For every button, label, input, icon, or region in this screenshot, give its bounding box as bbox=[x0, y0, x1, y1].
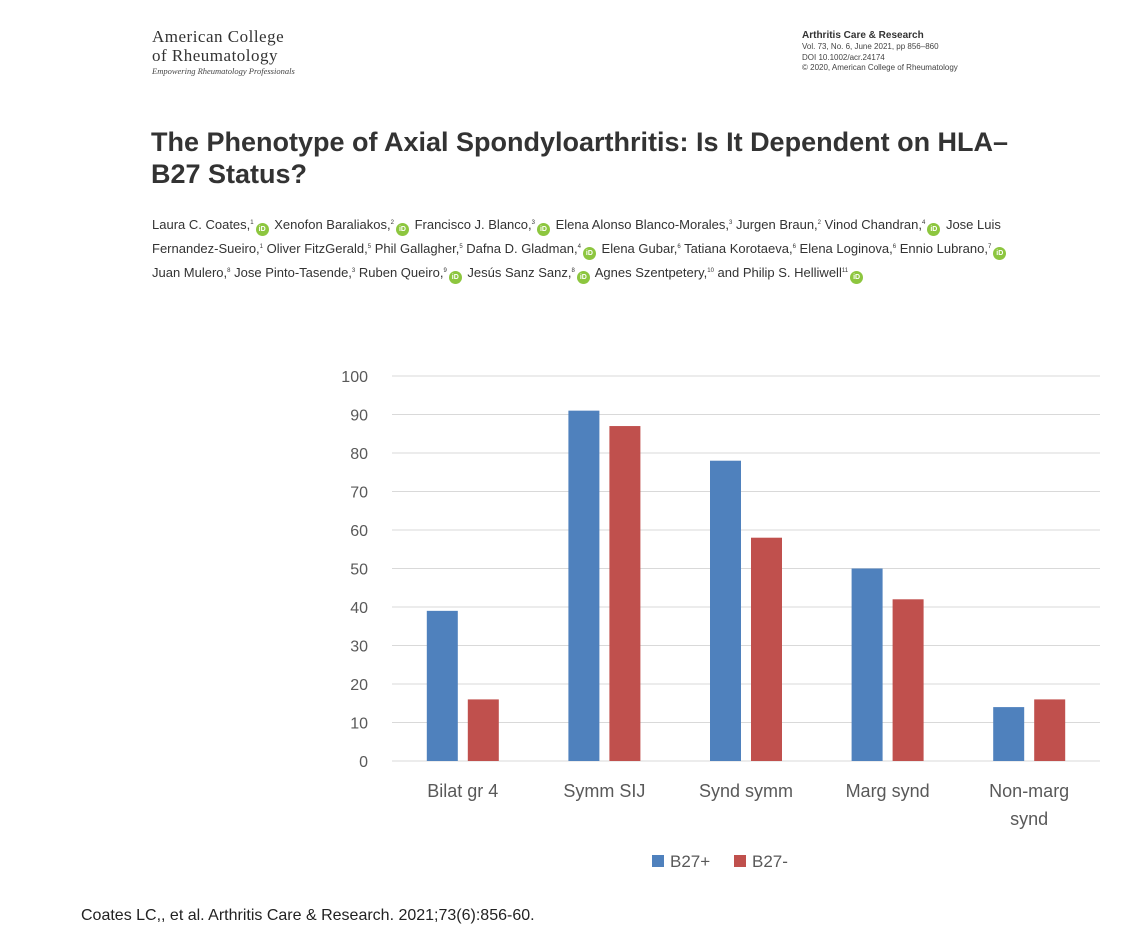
x-tick-label: Marg synd bbox=[846, 781, 930, 801]
author-name: Tatiana Korotaeva, bbox=[684, 241, 793, 256]
bar-B27+-Bilat-gr-4 bbox=[426, 610, 458, 761]
x-tick-label: Bilat gr 4 bbox=[427, 781, 498, 801]
bar-chart: 0 10 20 30 40 50 60 70 80 90 100 Bilat gr 4 Symm SIJ… bbox=[341, 369, 1100, 871]
bar-B27+-Symm-SIJ bbox=[568, 410, 600, 761]
x-tick-label: Non-marg synd bbox=[989, 781, 1069, 829]
logo-tagline: Empowering Rheumatology Professionals bbox=[152, 66, 295, 76]
acr-logo: American College of Rheumatology Empower… bbox=[152, 27, 372, 76]
author-name: Elena Gubar, bbox=[601, 241, 678, 256]
author-name: Xenofon Baraliakos, bbox=[274, 217, 391, 232]
author-affiliation: 5 bbox=[459, 244, 463, 250]
author-name: Agnes Szentpetery, bbox=[594, 265, 708, 280]
author-name: Vinod Chandran, bbox=[824, 217, 922, 232]
y-tick-label: 90 bbox=[350, 408, 368, 425]
author-affiliation: 1 bbox=[250, 220, 254, 226]
logo-line-2: of Rheumatology bbox=[152, 46, 279, 65]
citation: Coates LC,, et al. Arthritis Care & Rese… bbox=[81, 907, 535, 924]
author-affiliation: 6 bbox=[892, 244, 897, 250]
logo-text-1: American College bbox=[152, 27, 285, 46]
author-affiliation: 3 bbox=[351, 268, 356, 274]
author-affiliation: 10 bbox=[707, 268, 714, 274]
author-name: Phil Gallagher, bbox=[374, 241, 460, 256]
orcid-icon[interactable]: iD bbox=[448, 271, 462, 284]
y-tick-label: 100 bbox=[341, 369, 368, 386]
orcid-icon[interactable]: iD bbox=[927, 223, 941, 236]
bar-B27--Non-marg-synd bbox=[1034, 699, 1066, 761]
author-name: Juan Mulero, bbox=[152, 265, 228, 280]
author-name: Elena Alonso Blanco-Morales, bbox=[555, 217, 730, 232]
y-tick-label: 30 bbox=[350, 639, 368, 656]
y-tick-label: 20 bbox=[350, 677, 368, 694]
author-name: Dafna D. Gladman, bbox=[466, 241, 578, 256]
author-name: Jesús Sanz Sanz, bbox=[467, 265, 572, 280]
orcid-icon[interactable]: iD bbox=[255, 223, 269, 236]
journal-doi: DOI 10.1002/acr.24174 bbox=[802, 52, 885, 62]
x-tick-label: Synd symm bbox=[699, 781, 793, 801]
author-affiliation: 6 bbox=[677, 244, 681, 250]
y-tick-label: 70 bbox=[350, 485, 368, 502]
logo-line-1: American College bbox=[152, 27, 372, 46]
author-name: Laura C. Coates, bbox=[152, 217, 251, 232]
author-affiliation: 7 bbox=[987, 244, 992, 250]
author-affiliation: 6 bbox=[792, 244, 796, 250]
orcid-icon[interactable]: iD bbox=[536, 223, 550, 236]
y-tick-label: 60 bbox=[350, 523, 368, 540]
paper-title: The Phenotype of Axial Spondyloarthritis… bbox=[151, 127, 1009, 189]
journal-copyright: © 2020, American College of Rheumatology bbox=[802, 63, 958, 72]
bar-B27+-Non-marg-synd bbox=[993, 707, 1025, 761]
author-affiliation: 2 bbox=[817, 220, 822, 226]
legend-label: B27+ bbox=[670, 852, 710, 871]
author-affiliation: 1 bbox=[259, 244, 264, 250]
author-affiliation: 4 bbox=[921, 220, 926, 226]
bar-B27--Bilat-gr-4 bbox=[467, 699, 499, 761]
author-name: and Philip S. Helliwell bbox=[717, 265, 842, 280]
author-affiliation: 4 bbox=[577, 244, 581, 250]
y-tick-label: 80 bbox=[350, 446, 368, 463]
legend-swatch bbox=[652, 855, 664, 867]
author-name: Francisco J. Blanco, bbox=[414, 217, 532, 232]
author-list: Laura C. Coates,1iD Xenofon Baraliakos,2… bbox=[152, 213, 1032, 285]
y-tick-label: 40 bbox=[350, 600, 368, 617]
bar-B27--Marg-synd bbox=[892, 599, 924, 761]
orcid-icon[interactable]: iD bbox=[395, 223, 409, 236]
author-affiliation: 2 bbox=[390, 220, 394, 226]
author-affiliation: 9 bbox=[443, 268, 447, 274]
y-tick-label: 50 bbox=[350, 562, 368, 579]
author-affiliation: 8 bbox=[227, 268, 231, 274]
journal-info: Arthritis Care & Research Vol. 73, No. 6… bbox=[802, 29, 1042, 74]
y-tick-label: 10 bbox=[350, 716, 368, 733]
author-name: Ennio Lubrano, bbox=[899, 241, 988, 256]
bar-B27--Symm-SIJ bbox=[609, 426, 641, 761]
orcid-icon[interactable]: iD bbox=[582, 247, 596, 260]
orcid-icon[interactable]: iD bbox=[850, 271, 864, 284]
author-affiliation: 8 bbox=[571, 268, 575, 274]
orcid-icon[interactable]: iD bbox=[576, 271, 590, 284]
author-name: Jose Pinto-Tasende, bbox=[234, 265, 352, 280]
author-name: Ruben Queiro, bbox=[358, 265, 444, 280]
author-name: Oliver FitzGerald, bbox=[266, 241, 368, 256]
author-affiliation: 3 bbox=[729, 220, 733, 226]
bar-B27+-Marg-synd bbox=[851, 568, 883, 761]
legend-swatch bbox=[734, 855, 746, 867]
journal-volume: Vol. 73, No. 6, June 2021, pp 856–860 bbox=[802, 42, 939, 51]
author-name: Elena Loginova, bbox=[799, 241, 893, 256]
author-name: Jose Luis Fernandez-Sueiro, bbox=[152, 217, 1001, 256]
bar-B27--Synd-symm bbox=[751, 537, 782, 761]
author-affiliation: 5 bbox=[367, 244, 372, 250]
bar-B27+-Synd-symm bbox=[710, 460, 741, 761]
legend-label: B27- bbox=[752, 852, 788, 871]
x-tick-label: Symm SIJ bbox=[563, 781, 645, 801]
y-tick-label: 0 bbox=[359, 754, 368, 771]
journal-name: Arthritis Care & Research bbox=[802, 30, 924, 41]
author-affiliation: 11 bbox=[841, 268, 849, 274]
author-affiliation: 3 bbox=[531, 220, 535, 226]
orcid-icon[interactable]: iD bbox=[993, 247, 1007, 260]
author-name: Jurgen Braun, bbox=[736, 217, 818, 232]
